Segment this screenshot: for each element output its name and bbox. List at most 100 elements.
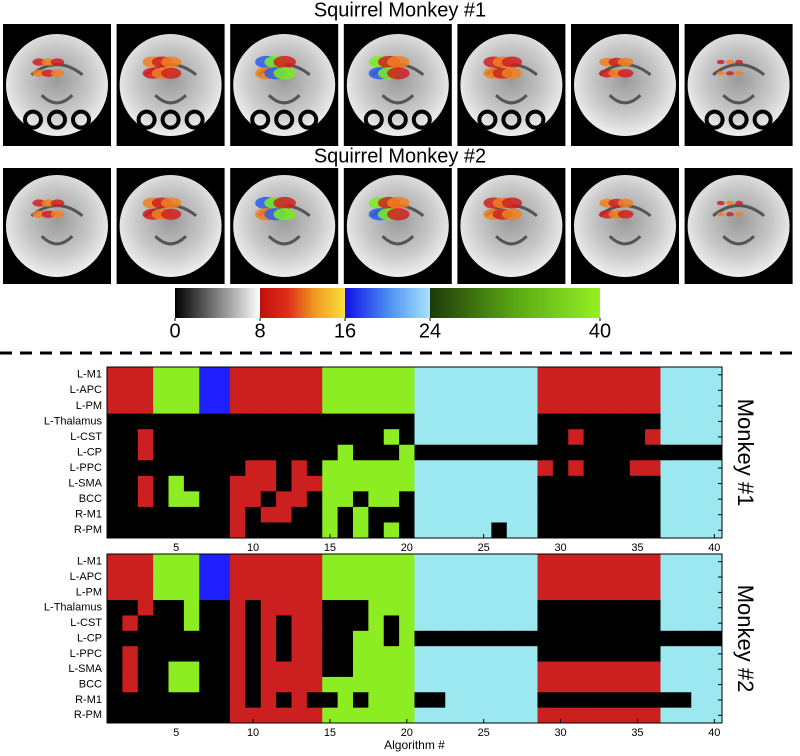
- heatmap-cell: [230, 692, 246, 709]
- heatmap-cell: [383, 491, 400, 508]
- heatmap-cell: [568, 554, 585, 570]
- heatmap-cell: [445, 584, 462, 601]
- heatmap-cell: [429, 506, 446, 523]
- heatmap-cell: [629, 554, 646, 570]
- heatmap-cell: [552, 554, 569, 570]
- heatmap-cell: [276, 584, 292, 601]
- heatmap-cell: [306, 429, 323, 446]
- heatmap-cell: [675, 661, 692, 678]
- heatmap-cell: [306, 460, 323, 477]
- heatmap-cell: [214, 522, 231, 539]
- heatmap-cell: [675, 554, 692, 570]
- heatmap-cell: [199, 676, 216, 693]
- heatmap-cell: [260, 692, 277, 709]
- heatmap-cell: [260, 491, 277, 508]
- heatmap-cell: [675, 569, 692, 586]
- heatmap-cell: [214, 692, 231, 709]
- heatmap-cell: [153, 382, 169, 399]
- heatmap-cell: [107, 600, 123, 616]
- heatmap-cell: [245, 692, 262, 709]
- heatmap-cell: [276, 398, 292, 415]
- heatmap-cell: [645, 554, 661, 570]
- heatmap-cell: [614, 398, 631, 415]
- heatmap-cell: [107, 475, 123, 492]
- heatmap-cell: [368, 491, 385, 508]
- heatmap-cell: [675, 676, 692, 693]
- heatmap-cell: [260, 444, 277, 461]
- heatmap-cell: [322, 413, 339, 430]
- heatmap-cell: [168, 584, 185, 601]
- heatmap-cell: [353, 584, 369, 601]
- heatmap-cell: [306, 444, 323, 461]
- heatmap-cell: [276, 692, 292, 709]
- side-label: Monkey #2: [733, 585, 758, 693]
- heatmap-cell: [276, 475, 292, 492]
- heatmap-cell: [645, 615, 661, 632]
- heatmap-cell: [368, 506, 385, 523]
- heatmap-cell: [583, 615, 600, 632]
- heatmap-cell: [107, 522, 123, 539]
- heatmap-cell: [383, 506, 400, 523]
- heatmap-cell: [322, 615, 339, 632]
- heatmap-cell: [429, 444, 446, 461]
- heatmap-cell: [153, 646, 169, 662]
- heatmap-cell: [260, 707, 277, 724]
- heatmap-cell: [183, 615, 200, 632]
- heatmap-cell: [491, 646, 508, 662]
- mri-slice: [3, 168, 111, 284]
- heatmap-cell: [353, 600, 369, 616]
- heatmap-cell: [568, 522, 585, 539]
- row-label: L-SMA: [68, 477, 102, 489]
- heatmap-cell: [230, 646, 246, 662]
- heatmap-cell: [675, 522, 692, 539]
- x-tick-label: 40: [708, 727, 720, 739]
- heatmap-cell: [599, 367, 615, 383]
- heatmap-cell: [245, 367, 262, 383]
- heatmap-cell: [583, 444, 600, 461]
- heatmap-cell: [199, 460, 216, 477]
- mri-slice: [457, 24, 566, 146]
- heatmap-cell: [706, 569, 723, 586]
- heatmap-cell: [675, 429, 692, 446]
- heatmap-cell: [491, 413, 508, 430]
- heatmap-cell: [568, 584, 585, 601]
- heatmap-cell: [445, 615, 462, 632]
- heatmap-cell: [445, 398, 462, 415]
- heatmap-cell: [322, 646, 339, 662]
- heatmap-cell: [706, 398, 723, 415]
- heatmap-cell: [522, 676, 538, 693]
- heatmap-cell: [245, 646, 262, 662]
- heatmap-cell: [168, 661, 185, 678]
- heatmap-cell: [629, 367, 646, 383]
- heatmap-cell: [522, 646, 538, 662]
- heatmap-cell: [399, 692, 415, 709]
- heatmap-cell: [414, 475, 431, 492]
- heatmap-cell: [214, 615, 231, 632]
- heatmap-cell: [383, 460, 400, 477]
- heatmap-cell: [568, 569, 585, 586]
- heatmap-cell: [168, 460, 185, 477]
- heatmap-cell: [122, 444, 139, 461]
- heatmap-cell: [599, 584, 615, 601]
- heatmap-cell: [675, 630, 692, 647]
- x-tick-label: 10: [247, 727, 259, 739]
- heatmap-cell: [137, 491, 154, 508]
- heatmap-cell: [429, 676, 446, 693]
- heatmap-cell: [107, 646, 123, 662]
- heatmap-cell: [476, 646, 492, 662]
- heatmap-cell: [506, 382, 523, 399]
- heatmap-cell: [522, 413, 538, 430]
- heatmap-cell: [183, 475, 200, 492]
- heatmap-cell: [445, 522, 462, 539]
- heatmap-cell: [614, 429, 631, 446]
- colorbar-segment: [175, 288, 260, 318]
- heatmap-cell: [399, 429, 415, 446]
- heatmap-cell: [137, 475, 154, 492]
- heatmap-cell: [506, 475, 523, 492]
- heatmap-cell: [522, 491, 538, 508]
- heatmap-cell: [199, 615, 216, 632]
- heatmap-cell: [660, 600, 677, 616]
- heatmap-cell: [291, 413, 308, 430]
- heatmap-cell: [552, 630, 569, 647]
- heatmap-cell: [291, 692, 308, 709]
